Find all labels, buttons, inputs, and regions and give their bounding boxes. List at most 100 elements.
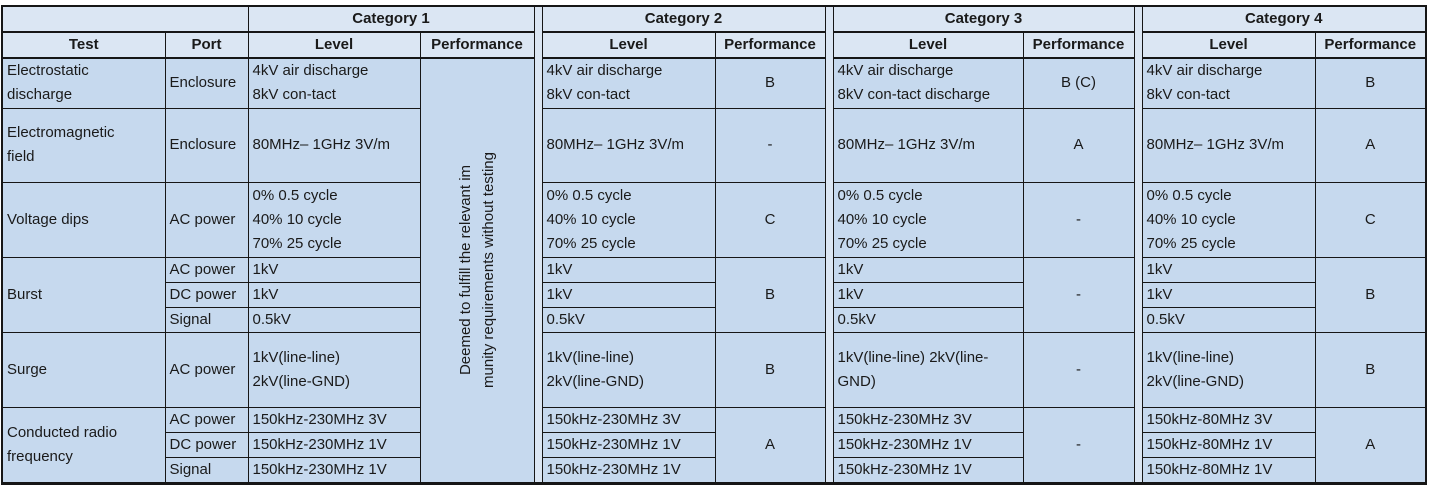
cell-crf-level-dc-cat3: 150kHz-230MHz 1V [832, 431, 1024, 458]
corner-cell [1, 5, 249, 33]
cell-burst-level-ac-cat3: 1kV [832, 256, 1024, 283]
level-header-cat3: Level [832, 31, 1024, 59]
cell-crf-level-dc-cat4: 150kHz-80MHz 1V [1141, 431, 1316, 458]
cell-crf-perf-cat3: - [1022, 406, 1135, 484]
line: 8kV con-tact discharge [837, 86, 991, 104]
line: 8kV con-tact [546, 86, 630, 104]
cell-burst-level-signal-cat1: 0.5kV [247, 306, 421, 333]
line: 70% 25 cycle [252, 234, 342, 252]
test-column-header: Test [1, 31, 166, 59]
cell-burst-port-ac: AC power [164, 256, 249, 283]
cell-surge-perf-cat2: B [714, 331, 826, 408]
cell-crf-level-dc-cat2: 150kHz-230MHz 1V [541, 431, 716, 458]
cell-dips-test: Voltage dips [1, 181, 166, 258]
cell-crf-level-ac-cat4: 150kHz-80MHz 3V [1141, 406, 1316, 433]
port-column-header: Port [164, 31, 249, 59]
line: 0% 0.5 cycle [1146, 186, 1232, 204]
line: 2kV(line-GND) [1146, 372, 1245, 390]
cell-surge-level-cat2: 1kV(line-line) 2kV(line-GND) [541, 331, 716, 408]
category-divider-3 [1133, 5, 1143, 484]
cell-crf-level-signal-cat2: 150kHz-230MHz 1V [541, 456, 716, 484]
cell-esd-port: Enclosure [164, 57, 249, 109]
cell-burst-port-dc: DC power [164, 281, 249, 308]
cell-surge-level-cat3: 1kV(line-line) 2kV(line- GND) [832, 331, 1024, 408]
category-divider-1 [533, 5, 543, 484]
line: 4kV air discharge [546, 62, 663, 80]
line: 4kV air discharge [837, 62, 954, 80]
emc-requirements-table: Category 1 Category 2 Category 3 Categor… [1, 5, 1427, 485]
category-2-header: Category 2 [541, 5, 826, 33]
line: Electromagnetic [7, 124, 115, 141]
cell-crf-level-signal-cat3: 150kHz-230MHz 1V [832, 456, 1024, 484]
cell-burst-perf-cat4: B [1314, 256, 1427, 333]
cell-surge-perf-cat4: B [1314, 331, 1427, 408]
cell-em-port: Enclosure [164, 107, 249, 183]
line: 70% 25 cycle [546, 234, 636, 252]
cell-esd-level-cat3: 4kV air discharge 8kV con-tact discharge [832, 57, 1024, 109]
cell-dips-level-cat2: 0% 0.5 cycle 40% 10 cycle 70% 25 cycle [541, 181, 716, 258]
line: 1kV(line-line) [1146, 348, 1235, 366]
cell-crf-port-signal: Signal [164, 456, 249, 484]
line: 4kV air discharge [1146, 62, 1263, 80]
cell-burst-perf-cat2: B [714, 256, 826, 333]
cell-em-level-cat2: 80MHz– 1GHz 3V/m [541, 107, 716, 183]
line: 1kV(line-line) [546, 348, 635, 366]
cell-crf-level-ac-cat3: 150kHz-230MHz 3V [832, 406, 1024, 433]
line: discharge [7, 86, 73, 104]
performance-header-cat2: Performance [714, 31, 826, 59]
cell-dips-perf-cat2: C [714, 181, 826, 258]
cell-em-perf-cat2: - [714, 107, 826, 183]
cell-surge-level-cat4: 1kV(line-line) 2kV(line-GND) [1141, 331, 1316, 408]
cell-em-test: Electromagnetic field [1, 107, 166, 183]
cell-em-perf-cat3: A [1022, 107, 1135, 183]
cell-crf-level-signal-cat4: 150kHz-80MHz 1V [1141, 456, 1316, 484]
cell-esd-level-cat1: 4kV air discharge 8kV con-tact [247, 57, 421, 109]
cell-em-perf-cat4: A [1314, 107, 1427, 183]
line: Deemed to fulfill the relevant im [457, 165, 474, 376]
line: 0% 0.5 cycle [837, 186, 923, 204]
cell-esd-perf-cat4: B [1314, 57, 1427, 109]
performance-header-cat3: Performance [1022, 31, 1135, 59]
performance-header-cat1: Performance [419, 31, 535, 59]
cell-crf-level-ac-cat2: 150kHz-230MHz 3V [541, 406, 716, 433]
category-4-header: Category 4 [1141, 5, 1427, 33]
cell-burst-level-ac-cat4: 1kV [1141, 256, 1316, 283]
cell-surge-port: AC power [164, 331, 249, 408]
line: field [7, 148, 35, 165]
cell-burst-level-dc-cat1: 1kV [247, 281, 421, 308]
cell-em-level-cat4: 80MHz– 1GHz 3V/m [1141, 107, 1316, 183]
cat1-performance-note-cell: Deemed to fulfill the relevant im munity… [419, 57, 535, 484]
cell-burst-level-dc-cat4: 1kV [1141, 281, 1316, 308]
cell-crf-level-ac-cat1: 150kHz-230MHz 3V [247, 406, 421, 433]
cell-crf-port-ac: AC power [164, 406, 249, 433]
cell-surge-perf-cat3: - [1022, 331, 1135, 408]
line: GND) [837, 372, 876, 390]
cell-crf-perf-cat4: A [1314, 406, 1427, 484]
line: 40% 10 cycle [252, 210, 342, 228]
rotated-note: Deemed to fulfill the relevant im munity… [454, 152, 500, 388]
cell-dips-level-cat4: 0% 0.5 cycle 40% 10 cycle 70% 25 cycle [1141, 181, 1316, 258]
cell-burst-level-signal-cat2: 0.5kV [541, 306, 716, 333]
cell-dips-perf-cat4: C [1314, 181, 1427, 258]
line: frequency [7, 447, 73, 465]
level-header-cat2: Level [541, 31, 716, 59]
line: 1kV(line-line) 2kV(line- [837, 348, 989, 366]
category-3-header: Category 3 [832, 5, 1135, 33]
cell-burst-level-dc-cat3: 1kV [832, 281, 1024, 308]
line: 70% 25 cycle [837, 234, 927, 252]
line: 2kV(line-GND) [546, 372, 645, 390]
cell-esd-perf-cat3: B (C) [1022, 57, 1135, 109]
performance-header-cat4: Performance [1314, 31, 1427, 59]
cell-crf-level-dc-cat1: 150kHz-230MHz 1V [247, 431, 421, 458]
cell-dips-perf-cat3: - [1022, 181, 1135, 258]
line: 40% 10 cycle [546, 210, 636, 228]
line: Conducted radio [7, 423, 118, 441]
cell-dips-level-cat1: 0% 0.5 cycle 40% 10 cycle 70% 25 cycle [247, 181, 421, 258]
cell-burst-test: Burst [1, 256, 166, 333]
cell-em-level-cat1: 80MHz– 1GHz 3V/m [247, 107, 421, 183]
line: 40% 10 cycle [1146, 210, 1236, 228]
cell-burst-level-ac-cat2: 1kV [541, 256, 716, 283]
cell-em-level-cat3: 80MHz– 1GHz 3V/m [832, 107, 1024, 183]
category-divider-2 [824, 5, 834, 484]
